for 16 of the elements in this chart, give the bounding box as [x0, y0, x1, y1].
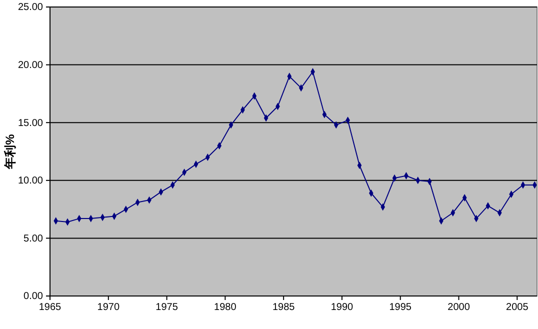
y-tick-label: 15.00 [18, 118, 44, 129]
y-tick-label: 0.00 [24, 291, 44, 302]
x-tick-label: 2000 [448, 302, 470, 314]
y-tick-label: 5.00 [24, 233, 44, 244]
y-tick-label: 25.00 [18, 2, 44, 14]
y-tick-label: 10.00 [18, 176, 44, 187]
x-tick-label: 1975 [156, 302, 178, 314]
x-tick-label: 2005 [506, 302, 529, 314]
x-tick-label: 1980 [214, 302, 237, 314]
x-tick-label: 1990 [330, 302, 354, 314]
x-tick-label: 1985 [272, 302, 296, 314]
y-axis-title: 年利% [3, 134, 17, 170]
x-tick-label: 1970 [97, 302, 120, 314]
x-tick-label: 1965 [38, 302, 62, 314]
x-tick-label: 1995 [389, 302, 412, 314]
y-tick-label: 20.00 [18, 60, 44, 71]
